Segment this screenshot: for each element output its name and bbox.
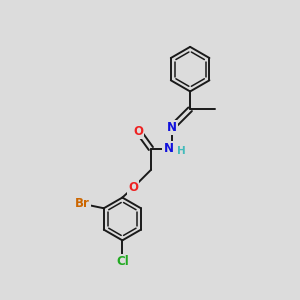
Text: N: N xyxy=(164,142,173,155)
Text: O: O xyxy=(134,125,143,138)
Text: H: H xyxy=(177,146,186,156)
Text: Cl: Cl xyxy=(116,255,129,268)
Text: N: N xyxy=(167,121,177,134)
Text: Br: Br xyxy=(75,197,90,210)
Text: O: O xyxy=(128,181,138,194)
